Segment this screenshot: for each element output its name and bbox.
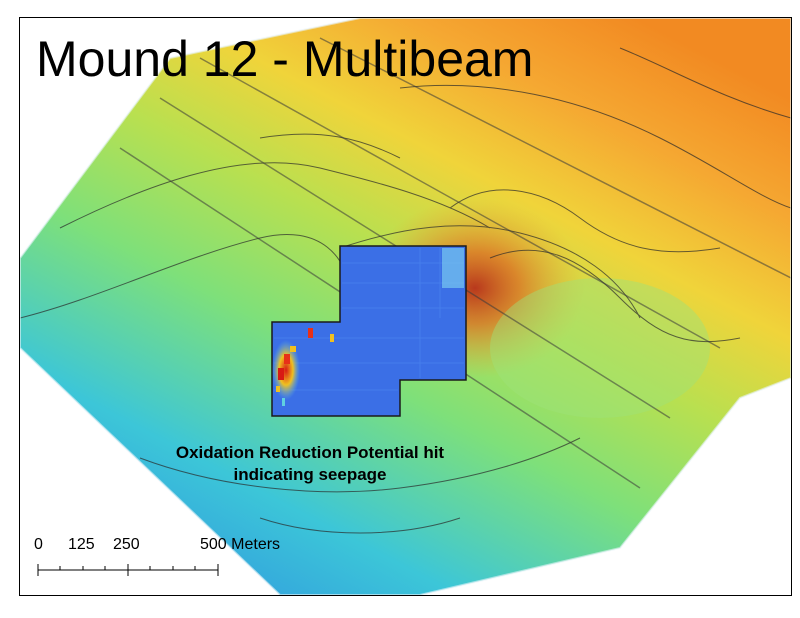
scale-label-125: 125 <box>68 536 95 553</box>
scale-bar: 0 125 250 500 Meters <box>34 536 294 586</box>
map-title: Mound 12 - Multibeam <box>36 31 534 87</box>
orp-hit-marker <box>272 328 334 406</box>
scale-label-250: 250 <box>113 536 140 553</box>
annotation-line-2: indicating seepage <box>233 465 387 484</box>
scale-label-500: 500 Meters <box>200 536 281 553</box>
map-frame: Mound 12 - Multibeam Oxidation Reduction… <box>19 17 792 596</box>
scale-bar-graphic <box>37 564 219 576</box>
orp-annotation: Oxidation Reduction Potential hit indica… <box>140 442 480 486</box>
orp-survey-overlay <box>271 245 467 417</box>
annotation-line-1: Oxidation Reduction Potential hit <box>175 443 445 462</box>
bathymetry-map <box>20 18 791 595</box>
scale-label-0: 0 <box>34 536 43 553</box>
